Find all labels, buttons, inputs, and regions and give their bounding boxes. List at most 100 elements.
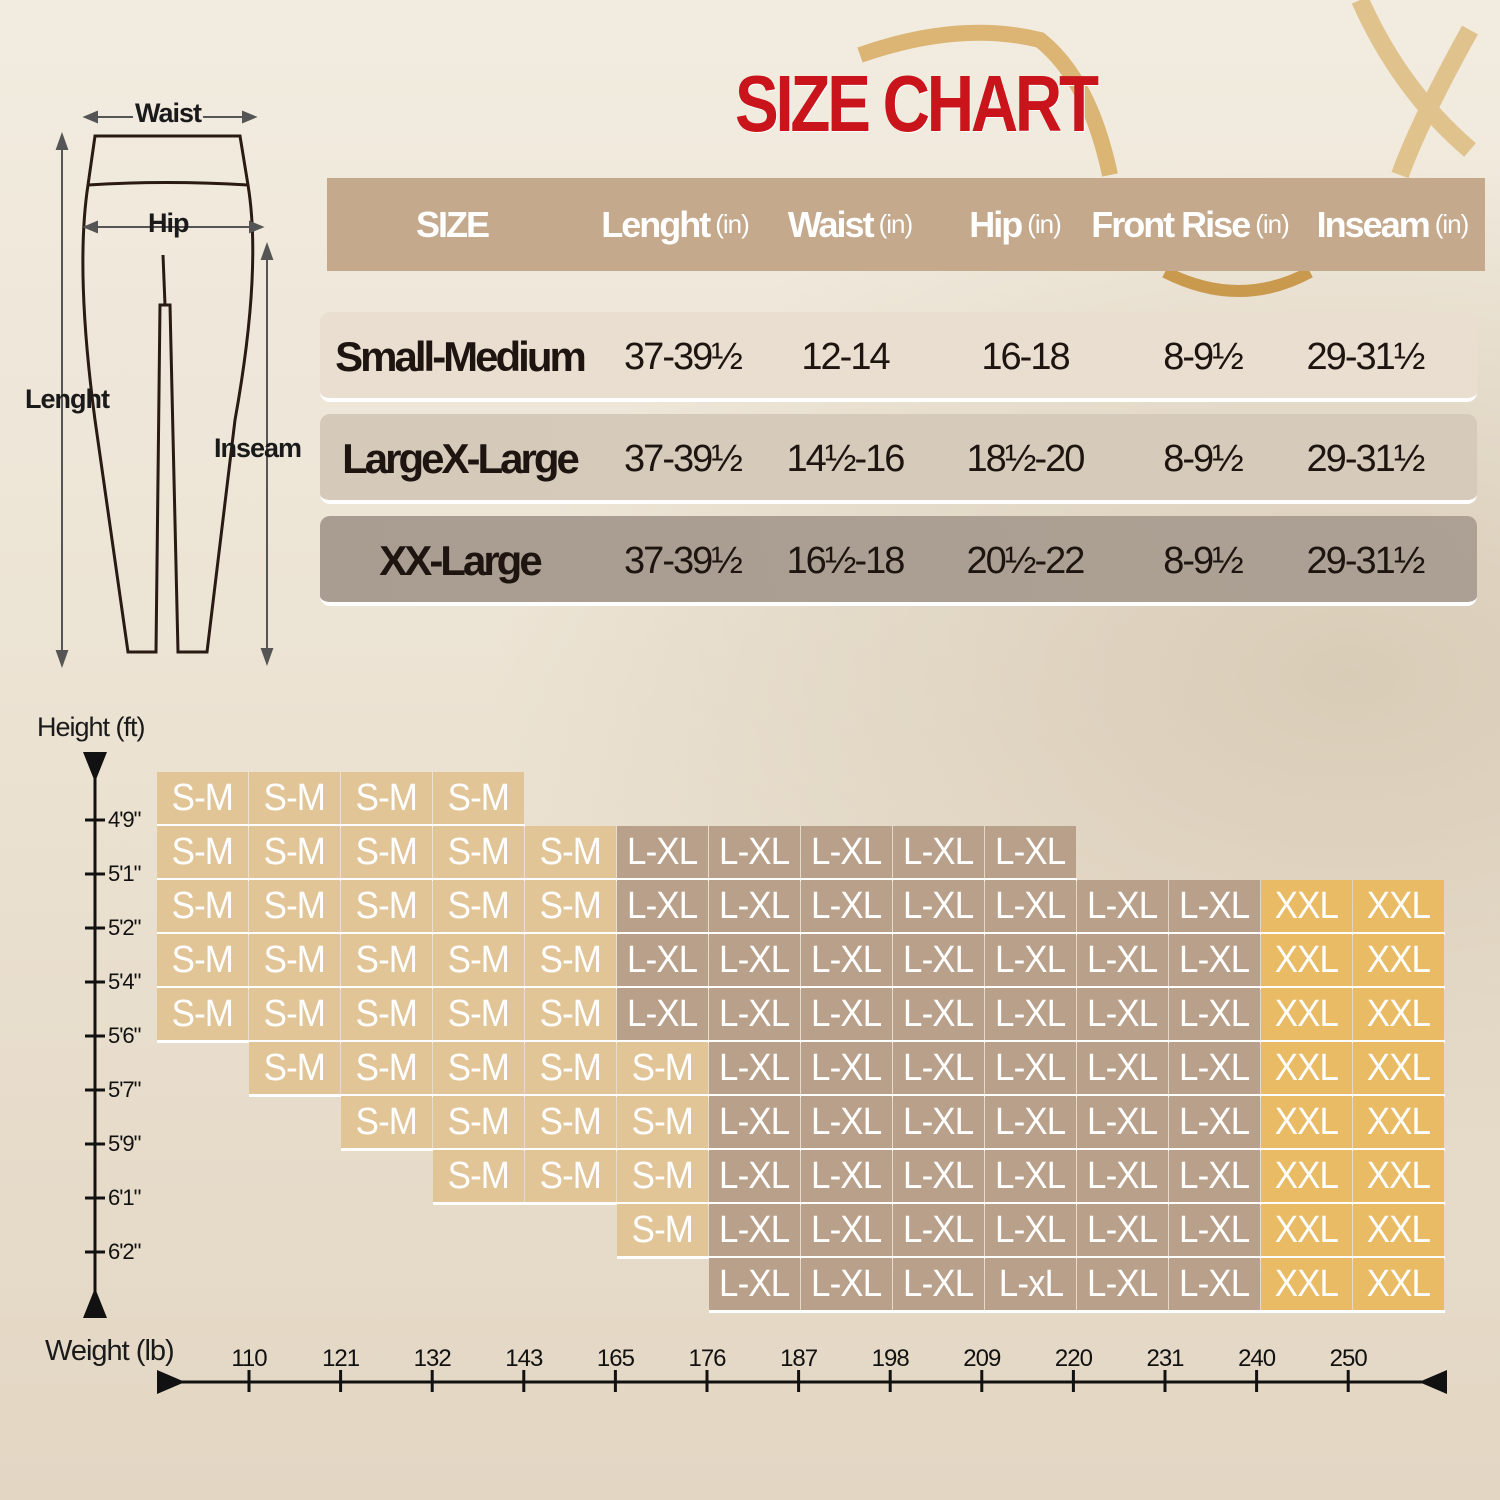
size-cell-label: S-M [447,1046,510,1089]
size-cell: L-XL [709,826,800,878]
size-cell: L-XL [893,934,984,986]
size-cell: L-XL [801,1204,892,1256]
size-cell-label: L-XL [903,830,974,873]
size-cell: S-M [249,1042,340,1094]
size-cell: S-M [249,934,340,986]
size-cell-label: S-M [447,992,510,1035]
header-label: Front Rise [1091,203,1251,245]
size-cell: L-XL [1077,1258,1168,1310]
size-cell: L-XL [985,880,1076,932]
size-cell-label: L-XL [811,1154,882,1197]
size-cell-label: L-XL [811,1046,882,1089]
row-underline [157,1040,1445,1043]
ribbon-decoration [857,0,1478,297]
size-cell-label: S-M [539,992,602,1035]
size-cell-label: L-XL [719,1046,790,1089]
leggings-diagram [55,110,274,668]
inseam-label: Inseam [214,433,302,463]
size-cell: L-XL [985,934,1076,986]
table-cell: 37-39½ [624,437,743,480]
size-cell: S-M [525,880,616,932]
size-cell-label: L-XL [719,1208,790,1251]
size-cell-label: S-M [263,938,326,981]
size-cell-label: S-M [447,1154,510,1197]
size-cell: S-M [433,880,524,932]
size-cell-label: L-XL [719,884,790,927]
size-cell-label: S-M [539,830,602,873]
header-label: Inseam [1316,203,1431,245]
size-cell-label: XXL [1366,1154,1431,1197]
size-cell: L-XL [801,826,892,878]
size-cell-label: L-XL [811,1262,882,1305]
size-cell-label: L-XL [903,884,974,927]
size-cell-label: L-XL [811,1100,882,1143]
size-cell-label: L-XL [719,1100,790,1143]
size-cell: L-XL [617,934,708,986]
size-cell: L-XL [893,1042,984,1094]
size-cell: S-M [249,826,340,878]
table-cell: 8-9½ [1163,335,1244,378]
size-cell-label: L-XL [1179,1046,1250,1089]
table-cell: 37-39½ [624,335,743,378]
size-cell: L-XL [893,1204,984,1256]
size-name: XX-Large [379,537,542,584]
table-cell: 14½-16 [786,437,906,480]
size-cell: L-XL [1169,1204,1260,1256]
size-cell: L-XL [1169,1042,1260,1094]
size-cell-label: L-XL [719,1262,790,1305]
height-tick-label: 5'6" [108,1023,141,1048]
table-row: LargeX-Large 37-39½ 14½-16 18½-20 8-9½ 29-31½ [320,414,1477,504]
height-tick-label: 5'4" [108,969,141,994]
size-cell: XXL [1353,1258,1444,1310]
header-lenght: Lenght (in) [580,178,770,271]
size-cell: L-XL [801,880,892,932]
size-cell-label: L-XL [1087,884,1158,927]
weight-tick-label: 250 [1329,1345,1368,1372]
size-cell: L-XL [1077,1042,1168,1094]
size-cell-label: L-XL [1087,1046,1158,1089]
size-cell: S-M [157,934,248,986]
row-underline [249,1094,1445,1097]
size-cell: L-XL [617,826,708,878]
size-cell-label: S-M [171,938,234,981]
size-cell: S-M [433,1096,524,1148]
height-tick-label: 5'9" [108,1131,141,1156]
table-cell: 37-39½ [624,539,743,582]
size-cell-label: L-XL [627,992,698,1035]
page-title: SIZE CHART [735,59,1099,148]
size-cell-label: XXL [1366,938,1431,981]
size-cell-label: S-M [355,884,418,927]
size-cell-label: L-XL [903,1208,974,1251]
size-cell-label: L-XL [903,1046,974,1089]
size-cell: S-M [525,1042,616,1094]
size-cell: L-XL [1077,1204,1168,1256]
size-cell-label: XXL [1366,1100,1431,1143]
header-unit: (in) [715,209,750,239]
size-cell-label: S-M [447,776,510,819]
size-cell-label: L-XL [1179,1154,1250,1197]
size-cell-label: S-M [447,1100,510,1143]
size-cell-label: L-XL [719,830,790,873]
size-cell: S-M [157,772,248,824]
size-cell: XXL [1353,934,1444,986]
weight-tick-label: 240 [1238,1345,1276,1372]
size-cell: L-XL [1169,934,1260,986]
size-cell: L-XL [1169,988,1260,1040]
size-cell: XXL [1353,988,1444,1040]
row-underline [157,824,525,827]
size-cell-label: XXL [1274,938,1339,981]
size-cell: S-M [525,1096,616,1148]
row-underline [157,986,1445,989]
header-label: SIZE [415,203,490,245]
size-cell-label: L-xL [998,1262,1063,1305]
size-cell: L-XL [709,934,800,986]
size-cell-label: L-XL [811,938,882,981]
height-axis-label: Height (ft) [37,712,146,742]
size-cell: S-M [157,880,248,932]
weight-tick-label: 231 [1146,1345,1184,1372]
size-cell: L-XL [1169,880,1260,932]
size-cell: L-XL [801,1042,892,1094]
size-cell: L-XL [801,988,892,1040]
size-cell-label: S-M [263,992,326,1035]
size-cell: L-XL [709,1204,800,1256]
